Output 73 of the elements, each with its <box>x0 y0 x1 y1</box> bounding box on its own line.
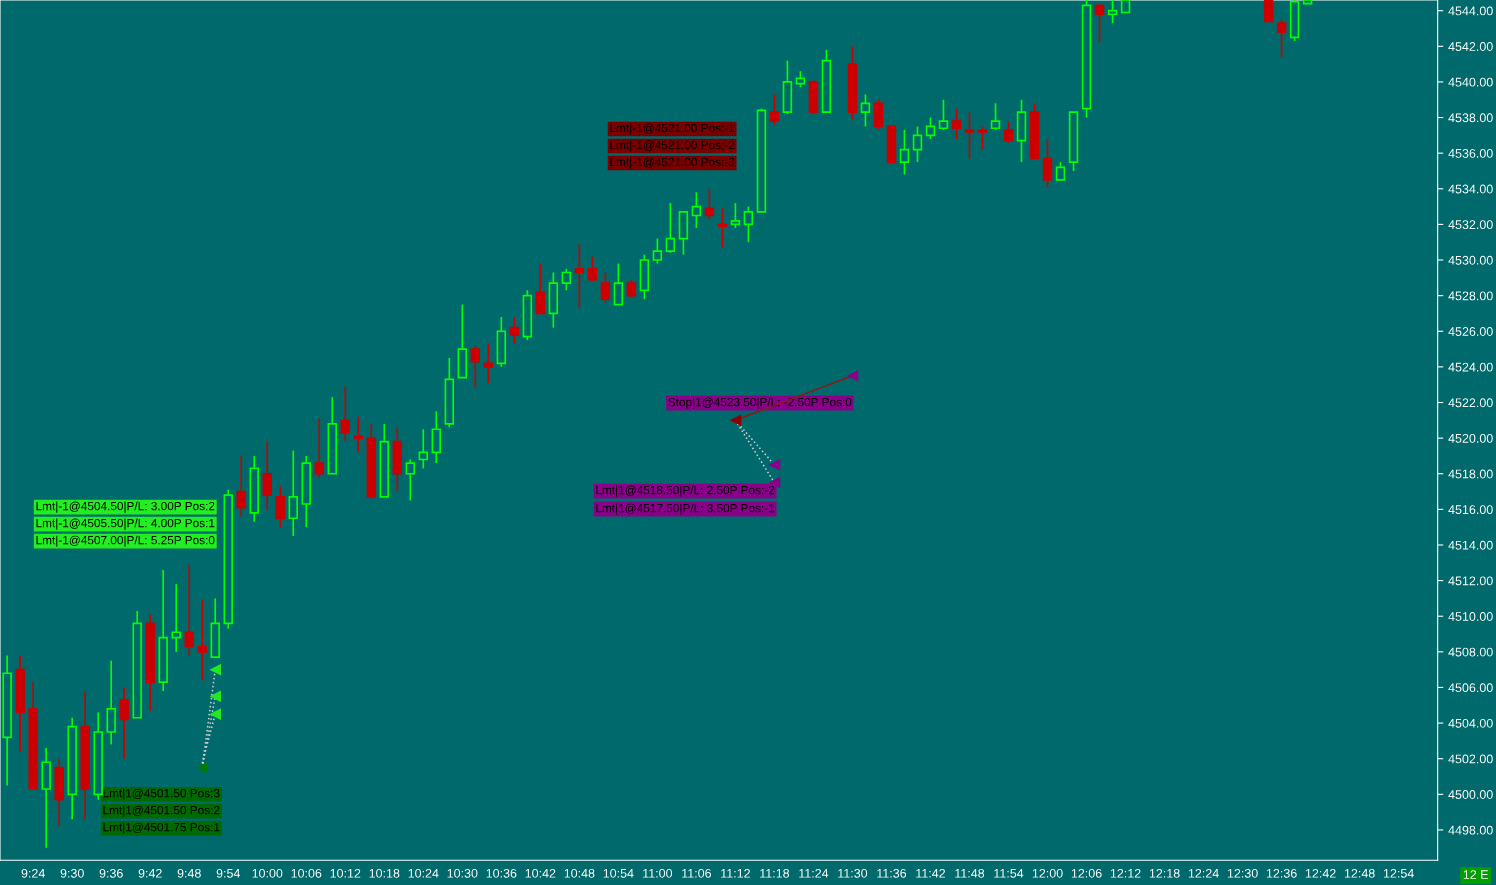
y-tick-label: 4520.00 <box>1448 433 1493 443</box>
x-tick-label: 12:48 <box>1344 868 1375 878</box>
y-tick-label: 4522.00 <box>1448 398 1493 408</box>
x-tick-label: 11:42 <box>916 868 946 878</box>
y-tick-label: 4508.00 <box>1448 647 1493 657</box>
annotation: Lmt|-1@4507.00|P/L: 5.25P Pos:0 <box>36 535 215 547</box>
y-tick-label: 4518.00 <box>1448 469 1493 479</box>
y-tick-label: 4534.00 <box>1448 184 1493 194</box>
x-tick-label: 12:42 <box>1305 868 1336 878</box>
x-tick-label: 12:18 <box>1149 868 1180 878</box>
x-tick-label: 11:00 <box>643 868 673 878</box>
x-tick-label: 11:36 <box>877 868 907 878</box>
y-tick-label: 4512.00 <box>1448 576 1493 586</box>
x-tick-label: 11:24 <box>799 868 829 878</box>
y-tick-label: 4516.00 <box>1448 505 1493 515</box>
x-tick-label: 10:06 <box>291 868 322 878</box>
x-tick-label: 9:24 <box>21 868 45 878</box>
y-tick-label: 4542.00 <box>1448 42 1493 51</box>
annotation: Lmt|1@4518.50|P/L: 2.50P Pos:-2 <box>596 485 775 497</box>
annotation: Lmt|1@4517.50|P/L: 3.50P Pos:-1 <box>596 503 775 515</box>
y-tick-label: 4514.00 <box>1448 540 1493 550</box>
x-tick-label: 10:42 <box>525 868 556 878</box>
x-tick-label: 10:48 <box>564 868 595 878</box>
annotation: Lmt|1@4501.50 Pos:3 <box>103 788 220 800</box>
y-tick-label: 4538.00 <box>1448 113 1493 123</box>
y-tick-label: 4544.00 <box>1448 6 1493 16</box>
x-tick-label: 11:18 <box>760 868 790 878</box>
x-tick-label: 10:30 <box>447 868 478 878</box>
x-tick-label: 10:12 <box>330 868 361 878</box>
annotation: Stop|1@4523.50|P/L: -2.50P Pos:0 <box>668 397 852 409</box>
x-tick-label: 10:36 <box>486 868 517 878</box>
x-tick-label: 12:36 <box>1266 868 1297 878</box>
y-tick-label: 4510.00 <box>1448 612 1493 621</box>
x-tick-label: 10:18 <box>369 868 400 878</box>
x-tick-label: 9:54 <box>216 868 241 878</box>
x-tick-label: 10:54 <box>603 868 634 878</box>
x-tick-label: 9:48 <box>177 868 201 878</box>
x-tick-label: 9:30 <box>60 868 84 878</box>
annotation: Lmt|1@4501.75 Pos:1 <box>103 822 220 834</box>
y-tick-label: 4500.00 <box>1448 790 1493 799</box>
y-tick-label: 4530.00 <box>1448 255 1493 265</box>
x-tick-label: 12:00 <box>1032 868 1063 878</box>
x-tick-label: 12:12 <box>1110 868 1141 878</box>
x-tick-label: 12:30 <box>1227 868 1258 878</box>
text: 12 E <box>1463 870 1488 879</box>
annotation: Lmt|1@4501.50 Pos:2 <box>103 805 220 817</box>
y-tick-label: 4504.00 <box>1448 718 1493 728</box>
x-tick-label: 10:24 <box>408 868 439 878</box>
x-tick-label: 9:42 <box>138 868 162 878</box>
annotation: Lmt|-1@4504.50|P/L: 3.00P Pos:2 <box>36 501 215 513</box>
x-tick-label: 10:00 <box>252 868 283 878</box>
x-tick-label: 9:36 <box>99 868 123 878</box>
y-tick-label: 4536.00 <box>1448 148 1493 158</box>
x-tick-label: 11:06 <box>682 868 712 878</box>
y-tick-label: 4528.00 <box>1448 291 1493 301</box>
x-tick-label: 12:24 <box>1188 868 1219 878</box>
x-tick-label: 12:54 <box>1383 868 1414 878</box>
y-tick-label: 4526.00 <box>1448 327 1493 336</box>
x-tick-label: 11:54 <box>994 869 1024 878</box>
y-tick-label: 4506.00 <box>1448 683 1493 693</box>
annotation: Lmt|-1@4505.50|P/L: 4.00P Pos:1 <box>36 518 215 530</box>
annotation: Lmt|-1@4521.00 Pos:-3 <box>610 157 735 169</box>
y-tick-label: 4532.00 <box>1448 220 1493 230</box>
y-tick-label: 4540.00 <box>1448 77 1493 87</box>
annotation: Lmt|-1@4521.00 Pos:-1 <box>610 123 735 135</box>
x-tick-label: 11:30 <box>838 868 868 878</box>
y-tick-label: 4524.00 <box>1448 362 1493 372</box>
x-tick-label: 11:48 <box>955 868 985 878</box>
x-tick-label: 11:12 <box>721 868 750 878</box>
annotation: Lmt|-1@4521.00 Pos:-2 <box>610 140 735 152</box>
y-tick-label: 4498.00 <box>1448 825 1493 835</box>
y-tick-label: 4502.00 <box>1448 754 1493 764</box>
x-tick-label: 12:06 <box>1071 868 1102 878</box>
